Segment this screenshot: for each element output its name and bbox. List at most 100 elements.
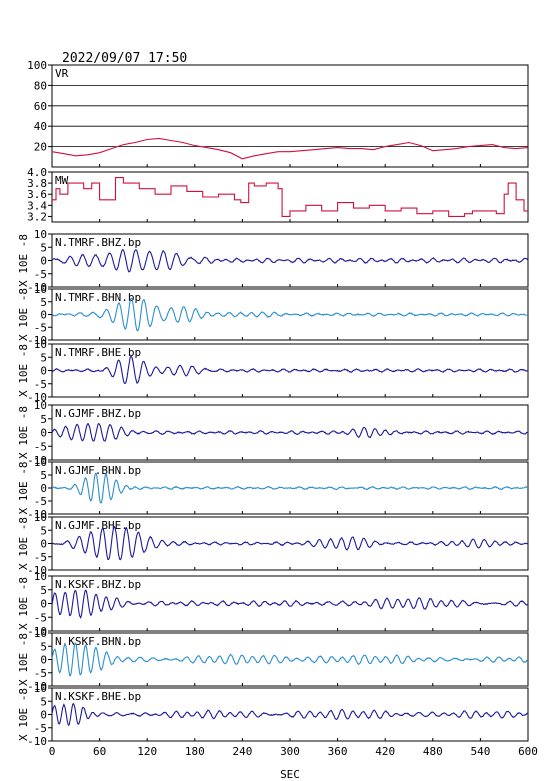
y-tick-label: -5	[34, 495, 47, 508]
y-axis-label: X 10E -8	[17, 344, 30, 397]
y-tick-label: 4.0	[27, 166, 47, 179]
y-tick-label: -10	[27, 454, 47, 467]
y-tick-label: 10	[34, 456, 47, 469]
y-axis-label: X 10E -8	[17, 234, 30, 287]
y-tick-label: -10	[27, 680, 47, 693]
y-tick-label: 3.6	[27, 188, 47, 201]
panels-group: 20406080100VR3.23.43.63.84.0MW-10-50510X…	[17, 59, 538, 758]
x-tick-label: 0	[49, 745, 56, 758]
y-tick-label: 10	[34, 338, 47, 351]
y-axis-label: X 10E -8	[17, 462, 30, 515]
y-tick-label: 0	[40, 309, 47, 322]
y-tick-label: 3.4	[27, 199, 47, 212]
y-tick-label: -10	[27, 735, 47, 748]
x-tick-label: 600	[518, 745, 538, 758]
y-tick-label: -5	[34, 722, 47, 735]
y-tick-label: 5	[40, 296, 47, 309]
y-tick-label: -5	[34, 667, 47, 680]
x-tick-label: 60	[93, 745, 106, 758]
y-tick-label: 0	[40, 427, 47, 440]
y-tick-label: 10	[34, 627, 47, 640]
x-tick-label: 420	[375, 745, 395, 758]
y-tick-label: 5	[40, 640, 47, 653]
y-tick-label: -5	[34, 268, 47, 281]
y-tick-label: -5	[34, 611, 47, 624]
y-tick-label: -10	[27, 564, 47, 577]
y-tick-label: 40	[34, 120, 47, 133]
y-tick-label: 10	[34, 682, 47, 695]
trace-label: N.KSKF.BHZ.bp	[55, 578, 141, 591]
trace-label: N.GJMF.BHN.bp	[55, 464, 141, 477]
y-axis-label: X 10E -8	[17, 633, 30, 686]
y-tick-label: -5	[34, 551, 47, 564]
y-axis-label: X 10E -8	[17, 517, 30, 570]
y-tick-label: 10	[34, 570, 47, 583]
trace-label: N.KSKF.BHN.bp	[55, 635, 141, 648]
y-tick-label: -10	[27, 334, 47, 347]
y-tick-label: 10	[34, 228, 47, 241]
x-tick-label: 240	[232, 745, 252, 758]
y-tick-label: 10	[34, 511, 47, 524]
y-tick-label: -5	[34, 321, 47, 334]
x-tick-label: 300	[280, 745, 300, 758]
y-tick-label: 0	[40, 255, 47, 268]
series-line-gjmf-bhe	[51, 526, 529, 561]
series-line-mw	[52, 177, 528, 217]
series-line-vr	[51, 137, 529, 160]
y-tick-label: 5	[40, 524, 47, 537]
x-tick-label: 120	[137, 745, 157, 758]
trace-label: N.KSKF.BHE.bp	[55, 690, 141, 703]
y-tick-label: 5	[40, 413, 47, 426]
y-axis-label: X 10E -8	[17, 288, 30, 341]
panel-gjmf-bhz: -10-505 10 X 10E -8 N.GJMF.BHZ.bp	[17, 399, 529, 467]
panel-vr: 20 40 60 80 100 VR	[27, 59, 529, 168]
y-tick-label: 10	[34, 283, 47, 296]
y-tick-label: 5	[40, 584, 47, 597]
y-tick-label: -5	[34, 440, 47, 453]
series-line-gjmf-bhz	[51, 422, 529, 442]
y-axis-label: X 10E -8	[17, 688, 30, 741]
trace-label: N.GJMF.BHE.bp	[55, 519, 141, 532]
x-tick-label: 180	[185, 745, 205, 758]
series-line-tmrf-bhn	[51, 297, 529, 332]
y-tick-label: 5	[40, 469, 47, 482]
y-tick-label: -10	[27, 281, 47, 294]
trace-label: MW	[55, 174, 69, 187]
y-tick-label: 0	[40, 482, 47, 495]
x-tick-label: 480	[423, 745, 443, 758]
y-tick-label: 0	[40, 598, 47, 611]
y-tick-label: 3.2	[27, 210, 47, 223]
y-tick-label: -10	[27, 625, 47, 638]
panel-mw: 3.23.43.63.84.0 MW	[27, 166, 529, 223]
y-tick-label: 20	[34, 141, 47, 154]
y-tick-label: 60	[34, 100, 47, 113]
series-line-kskf-bhz	[51, 589, 529, 619]
series-line-tmrf-bhe	[51, 355, 529, 385]
y-tick-label: 0	[40, 365, 47, 378]
y-tick-label: 3.8	[27, 177, 47, 190]
y-tick-label: -10	[27, 508, 47, 521]
trace-label: VR	[55, 67, 69, 80]
series-line-kskf-bhe	[51, 702, 529, 727]
trace-label: N.TMRF.BHZ.bp	[55, 236, 141, 249]
trace-label: N.GJMF.BHZ.bp	[55, 407, 141, 420]
y-tick-label: -5	[34, 378, 47, 391]
y-tick-label: 5	[40, 241, 47, 254]
series-line-gjmf-bhn	[51, 472, 529, 504]
chart-datetime-title: 2022/09/07 17:50	[62, 51, 187, 66]
y-tick-label: -10	[27, 391, 47, 404]
y-axis-label: X 10E -8	[17, 406, 30, 459]
trace-label: N.TMRF.BHN.bp	[55, 291, 141, 304]
y-tick-label: 80	[34, 79, 47, 92]
x-tick-label: 360	[328, 745, 348, 758]
